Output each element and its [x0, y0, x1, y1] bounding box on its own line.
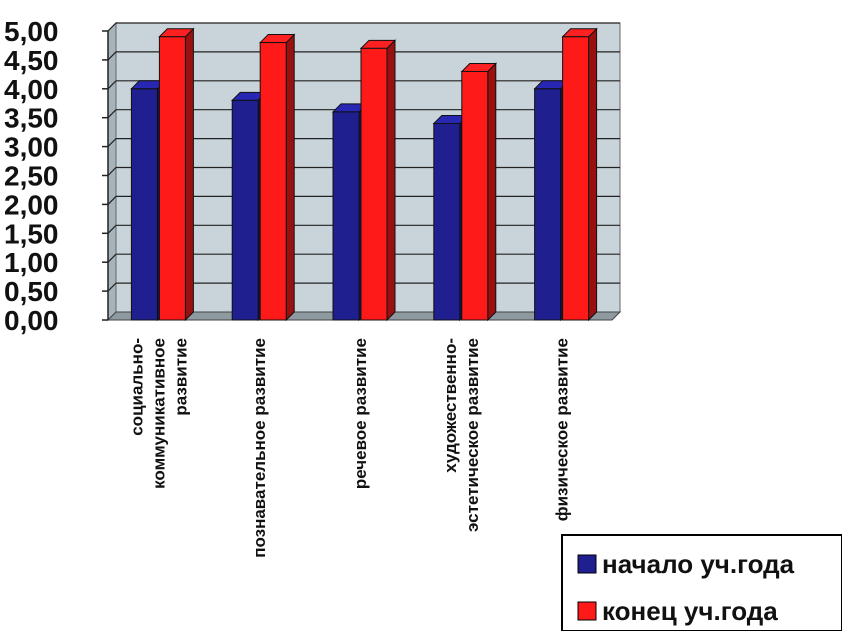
x-axis-labels: социально-коммуникативное развитие познава…	[127, 338, 571, 558]
bar	[260, 43, 286, 320]
bar	[232, 100, 258, 320]
legend-label: конец уч.года	[602, 596, 778, 626]
y-axis-ticks: 0,000,501,001,502,002,503,003,504,004,50…	[4, 16, 108, 336]
y-tick-label: 2,00	[4, 189, 59, 220]
bar	[535, 89, 561, 320]
x-axis-label-line: коммуникативное	[149, 338, 168, 489]
bar	[434, 123, 460, 320]
y-tick-label: 5,00	[4, 16, 59, 47]
bar-side	[286, 35, 294, 320]
x-axis-label-line: познавательное развитие	[250, 338, 269, 558]
y-tick-label: 1,00	[4, 247, 59, 278]
bar-side	[488, 63, 496, 320]
y-tick-label: 3,00	[4, 132, 59, 163]
bar	[563, 37, 589, 320]
y-tick-label: 0,00	[4, 305, 59, 336]
x-axis-label: социально-коммуникативное развитие	[127, 338, 190, 489]
bar	[159, 37, 185, 320]
x-axis-label-line: речевое развитие	[351, 338, 370, 489]
y-tick-label: 4,50	[4, 45, 59, 76]
bar-side	[589, 29, 597, 320]
x-axis-label: художественно-эстетическое развитие	[441, 338, 482, 532]
x-axis-label-line: социально-	[127, 338, 146, 436]
legend-swatch	[578, 555, 596, 573]
y-tick-label: 4,00	[4, 74, 59, 105]
x-axis-label: речевое развитие	[351, 338, 370, 489]
x-axis-label: физическое развитие	[553, 338, 572, 521]
bar	[131, 89, 157, 320]
bar	[333, 112, 359, 320]
bar	[462, 71, 488, 320]
x-axis-label-line: художественно-	[441, 338, 460, 473]
y-tick-label: 2,50	[4, 161, 59, 192]
y-tick-label: 3,50	[4, 103, 59, 134]
y-tick-label: 1,50	[4, 218, 59, 249]
x-axis-label-line: эстетическое развитие	[463, 338, 482, 532]
y-tick-label: 0,50	[4, 276, 59, 307]
x-axis-label-line: развитие	[171, 338, 190, 416]
bar	[361, 48, 387, 320]
legend: начало уч.года конец уч.года	[562, 535, 842, 631]
x-axis-label-line: физическое развитие	[553, 338, 572, 521]
x-axis-label: познавательное развитие	[250, 338, 269, 558]
bar-side	[387, 40, 395, 320]
legend-label: начало уч.года	[602, 549, 795, 579]
bar-side	[185, 29, 193, 320]
legend-swatch	[578, 602, 596, 620]
